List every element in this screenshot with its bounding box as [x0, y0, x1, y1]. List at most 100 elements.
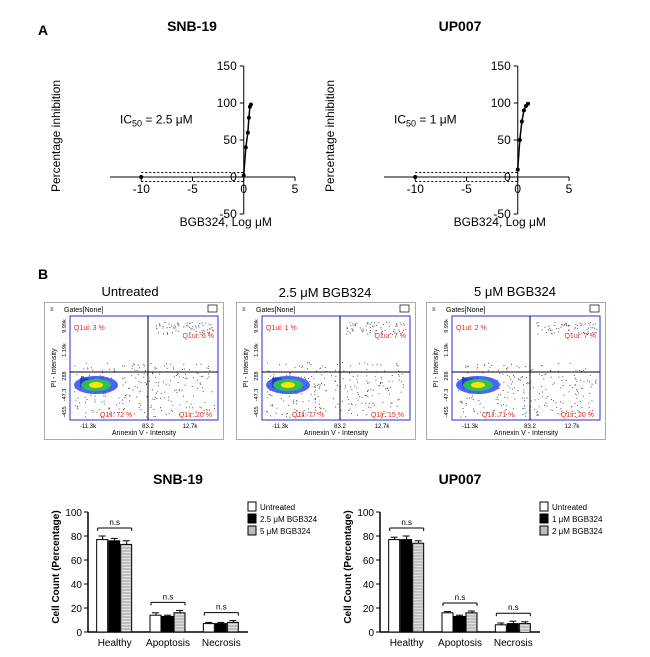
- event-dot: [523, 400, 525, 402]
- event-dot: [109, 413, 111, 415]
- event-dot: [595, 379, 597, 381]
- event-dot: [380, 376, 382, 378]
- event-dot: [319, 384, 321, 386]
- event-dot: [144, 382, 146, 384]
- event-dot: [462, 402, 464, 404]
- event-dot: [388, 393, 390, 395]
- event-dot: [465, 365, 467, 367]
- event-dot: [391, 402, 393, 404]
- event-dot: [565, 323, 567, 325]
- event-dot: [212, 330, 214, 332]
- category-label: Apoptosis: [146, 638, 190, 649]
- event-dot: [272, 377, 274, 379]
- event-dot: [134, 369, 136, 371]
- event-dot: [107, 362, 109, 364]
- event-dot: [213, 408, 215, 410]
- data-point: [246, 115, 251, 120]
- event-dot: [346, 333, 348, 335]
- event-dot: [346, 327, 348, 329]
- event-dot: [536, 414, 538, 416]
- event-dot: [315, 409, 317, 411]
- flow-y-tick: -455: [254, 406, 260, 417]
- event-dot: [349, 332, 351, 334]
- flow-x-tick: 12.7k: [565, 424, 581, 430]
- flow-y-tick: 1.19k: [62, 343, 68, 357]
- event-dot: [209, 409, 211, 411]
- y-axis-label: Percentage inhibition: [49, 80, 63, 192]
- event-dot: [396, 405, 398, 407]
- event-dot: [158, 382, 160, 384]
- event-dot: [178, 330, 180, 332]
- event-dot: [156, 397, 158, 399]
- event-dot: [477, 364, 479, 366]
- event-dot: [306, 362, 308, 364]
- event-dot: [478, 399, 480, 401]
- gate-label: Gates[None]: [256, 307, 295, 314]
- event-dot: [583, 331, 585, 333]
- event-dot: [206, 367, 208, 369]
- event-dot: [595, 328, 597, 330]
- event-dot: [209, 370, 211, 372]
- bar: [108, 540, 121, 633]
- event-dot: [204, 402, 206, 404]
- event-dot: [198, 325, 200, 327]
- event-dot: [357, 381, 359, 383]
- event-dot: [92, 369, 94, 371]
- x-tick-label: -10: [133, 182, 151, 196]
- event-dot: [122, 365, 124, 367]
- event-dot: [191, 407, 193, 409]
- event-dot: [381, 382, 383, 384]
- event-dot: [545, 331, 547, 333]
- event-dot: [378, 322, 380, 324]
- event-dot: [266, 411, 268, 413]
- q1ur-label: Q1ur: 7 %: [374, 333, 406, 340]
- event-dot: [397, 399, 399, 401]
- event-dot: [546, 405, 548, 407]
- event-dot: [544, 404, 546, 406]
- event-dot: [380, 327, 382, 329]
- event-dot: [101, 401, 103, 403]
- data-point: [243, 145, 248, 150]
- event-dot: [511, 388, 513, 390]
- event-dot: [160, 392, 162, 394]
- event-dot: [165, 383, 167, 385]
- event-dot: [537, 325, 539, 327]
- event-dot: [393, 328, 395, 330]
- event-dot: [577, 410, 579, 412]
- event-dot: [314, 393, 316, 395]
- event-dot: [146, 383, 148, 385]
- event-dot: [108, 407, 110, 409]
- event-dot: [128, 395, 130, 397]
- data-point: [248, 102, 253, 107]
- ic50-subscript: 50: [132, 119, 142, 129]
- bar-y-tick-label: 20: [71, 604, 83, 615]
- event-dot: [367, 396, 369, 398]
- event-dot: [551, 329, 553, 331]
- event-dot: [547, 329, 549, 331]
- event-dot: [166, 327, 168, 329]
- event-dot: [150, 362, 152, 364]
- event-dot: [346, 396, 348, 398]
- event-dot: [89, 374, 91, 376]
- event-dot: [389, 387, 391, 389]
- event-dot: [582, 369, 584, 371]
- event-dot: [349, 379, 351, 381]
- event-dot: [577, 392, 579, 394]
- event-dot: [149, 380, 151, 382]
- event-dot: [281, 414, 283, 416]
- event-dot: [154, 368, 156, 370]
- event-dot: [333, 397, 335, 399]
- event-dot: [401, 373, 403, 375]
- event-dot: [77, 405, 79, 407]
- data-point: [241, 173, 246, 178]
- event-dot: [315, 385, 317, 387]
- event-dot: [357, 375, 359, 377]
- event-dot: [558, 370, 560, 372]
- event-dot: [206, 378, 208, 380]
- event-dot: [558, 328, 560, 330]
- event-dot: [203, 412, 205, 414]
- event-dot: [581, 370, 583, 372]
- event-dot: [552, 383, 554, 385]
- event-dot: [172, 366, 174, 368]
